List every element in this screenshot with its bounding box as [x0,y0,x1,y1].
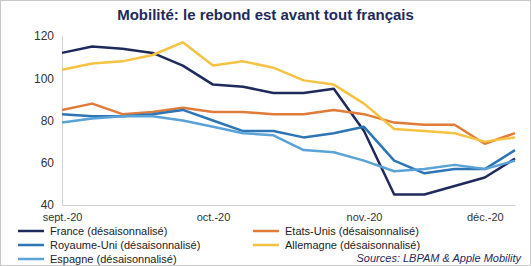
legend-swatch [253,244,279,247]
x-tick: déc.-20 [467,205,504,223]
x-tick: sept.-20 [43,205,83,223]
y-tick-label: 60 [41,156,55,170]
legend-swatch [18,230,44,233]
chart: Mobilité: le rebond est avant tout franç… [0,0,531,266]
title: Mobilité: le rebond est avant tout franç… [117,6,414,23]
legend-swatch [253,230,279,233]
x-tick: nov.-20 [347,205,383,223]
y-axis-line [62,37,63,206]
y-tick: 60 [41,156,62,170]
legend-item: Espagne (désaisonnalisé) [18,253,177,265]
x-tick-label: déc.-20 [467,211,504,223]
x-axis: sept.-20 oct.-20 nov.-20 déc.-20 [43,205,516,223]
legend-label: Allemagne (désaisonnalisé) [285,239,420,251]
x-tick-label: sept.-20 [43,211,83,223]
y-tick: 80 [41,114,62,128]
series-line [62,47,515,195]
legend-item: Allemagne (désaisonnalisé) [253,239,420,251]
series-line [62,42,515,141]
plot-area [62,42,515,194]
series-line [62,116,515,171]
x-axis-line [63,205,516,206]
legend-swatch [18,258,44,261]
legend-label: Royaume-Uni (désaisonnalisé) [50,239,200,251]
legend-item: Etats-Unis (désaisonnalisé) [253,225,419,237]
legend-label: Etats-Unis (désaisonnalisé) [285,225,419,237]
series-line [62,104,515,144]
y-tick: 120 [34,29,62,43]
x-tick-label: oct.-20 [197,211,231,223]
legend-item: Royaume-Uni (désaisonnalisé) [18,239,200,251]
y-tick-label: 120 [34,29,54,43]
legend-label: Espagne (désaisonnalisé) [50,253,177,265]
legend-item: France (désaisonnalisé) [18,225,167,237]
x-tick-label: nov.-20 [347,211,383,223]
y-tick-label: 80 [41,114,55,128]
legend-label: France (désaisonnalisé) [50,225,167,237]
legend-swatch [18,244,44,247]
source: Sources: LBPAM & Apple Mobility [357,252,523,264]
x-tick: oct.-20 [197,205,231,223]
series-line [62,110,515,173]
y-tick-label: 100 [34,72,54,86]
y-tick: 100 [34,72,62,86]
y-axis: 406080100120 [34,29,63,212]
frame [1,1,531,266]
